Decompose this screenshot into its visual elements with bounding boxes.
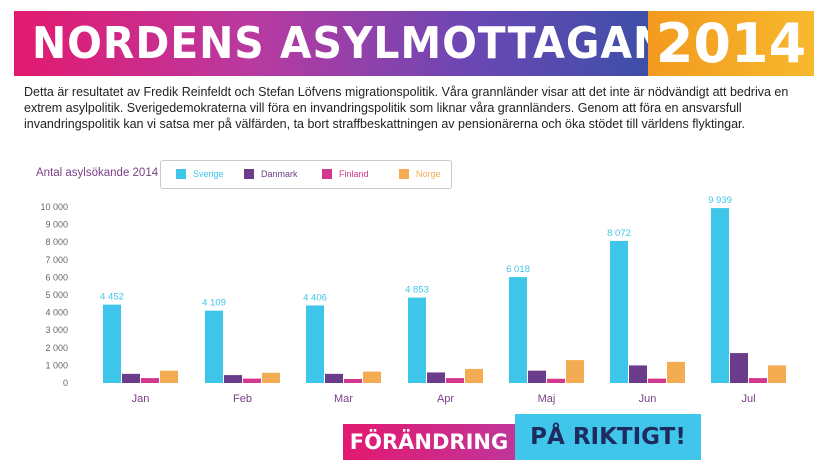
x-tick-label: Mar <box>334 393 353 405</box>
bar-danmark-jul <box>730 353 748 383</box>
data-label: 9 939 <box>708 195 732 206</box>
y-tick-label: 2 000 <box>45 343 68 353</box>
y-tick-label: 10 000 <box>40 202 68 212</box>
slogan-right: PÅ RIKTIGT! <box>530 424 686 450</box>
legend-label-danmark: Danmark <box>261 169 298 179</box>
bar-norge-feb <box>262 372 280 383</box>
bar-finland-jan <box>141 378 159 383</box>
bar-finland-maj <box>547 378 565 383</box>
y-tick-label: 5 000 <box>45 290 68 300</box>
bar-norge-jul <box>768 365 786 383</box>
slogan-left: FÖRÄNDRING <box>349 430 509 454</box>
slogan-right-box: PÅ RIKTIGT! <box>515 414 701 460</box>
data-label: 4 406 <box>303 292 327 303</box>
year-banner: 2014 <box>648 11 814 76</box>
bar-norge-maj <box>566 360 584 383</box>
bar-danmark-apr <box>427 372 445 383</box>
bar-finland-feb <box>243 378 261 383</box>
x-tick-label: Jan <box>132 393 150 405</box>
y-tick-label: 9 000 <box>45 220 68 230</box>
legend-label-sverige: Sverige <box>193 169 224 179</box>
bar-sverige-jul <box>711 208 729 383</box>
page-title: NORDENS ASYLMOTTAGANDE <box>32 18 732 69</box>
bar-sverige-jun <box>610 240 628 383</box>
data-label: 4 853 <box>405 285 429 296</box>
bar-danmark-mar <box>325 373 343 383</box>
bar-finland-jul <box>749 378 767 383</box>
year-label: 2014 <box>655 12 807 75</box>
y-tick-label: 4 000 <box>45 308 68 318</box>
bar-danmark-maj <box>528 370 546 383</box>
legend-swatch-danmark <box>244 169 254 179</box>
y-tick-label: 8 000 <box>45 237 68 247</box>
legend-label-norge: Norge <box>416 169 441 179</box>
bar-finland-mar <box>344 378 362 383</box>
bar-sverige-feb <box>205 310 223 383</box>
data-label: 8 072 <box>607 228 631 239</box>
bar-norge-apr <box>465 368 483 383</box>
x-tick-label: Apr <box>437 393 454 405</box>
y-tick-label: 6 000 <box>45 272 68 282</box>
y-tick-label: 3 000 <box>45 325 68 335</box>
legend-swatch-sverige <box>176 169 186 179</box>
title-banner: NORDENS ASYLMOTTAGANDE <box>14 11 731 76</box>
bar-danmark-jun <box>629 365 647 383</box>
y-tick-label: 1 000 <box>45 360 68 370</box>
bar-sverige-apr <box>408 297 426 383</box>
data-label: 4 109 <box>202 298 226 309</box>
bar-finland-apr <box>446 378 464 383</box>
bar-norge-mar <box>363 371 381 383</box>
data-label: 6 018 <box>506 264 530 275</box>
bar-danmark-feb <box>224 375 242 383</box>
bar-danmark-jan <box>122 373 140 383</box>
bar-sverige-mar <box>306 305 324 383</box>
bar-sverige-maj <box>509 277 527 383</box>
y-tick-label: 7 000 <box>45 255 68 265</box>
bar-sverige-jan <box>103 304 121 383</box>
chart-title: Antal asylsökande 2014 <box>36 167 159 179</box>
bar-norge-jan <box>160 370 178 383</box>
slogan-left-box: FÖRÄNDRING <box>343 424 515 460</box>
x-tick-label: Jun <box>639 393 657 405</box>
legend-swatch-norge <box>399 169 409 179</box>
x-tick-label: Feb <box>233 393 252 405</box>
data-label: 4 452 <box>100 292 124 303</box>
legend-label-finland: Finland <box>339 169 369 179</box>
y-tick-label: 0 <box>63 378 68 388</box>
legend-swatch-finland <box>322 169 332 179</box>
intro-text: Detta är resultatet av Fredik Reinfeldt … <box>24 85 789 131</box>
x-tick-label: Jul <box>741 393 755 405</box>
x-tick-label: Maj <box>538 393 556 405</box>
bar-finland-jun <box>648 378 666 383</box>
bar-norge-jun <box>667 361 685 383</box>
chart-legend: Sverige Danmark Finland Norge <box>160 160 452 189</box>
